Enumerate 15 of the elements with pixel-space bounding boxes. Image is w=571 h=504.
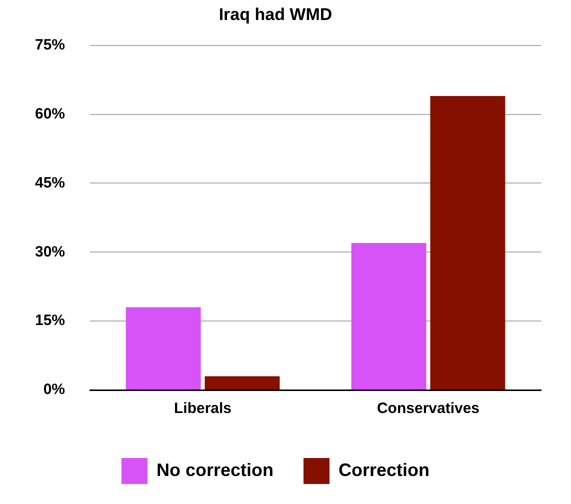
bar — [351, 242, 426, 390]
y-tick-label: 60% — [34, 105, 66, 122]
legend-label: Correction — [338, 460, 430, 480]
bar — [430, 96, 506, 390]
y-tick-label: 30% — [34, 243, 66, 260]
y-tick-label: 15% — [34, 312, 66, 330]
y-tick-label: 45% — [34, 174, 66, 192]
y-tick-label: 75% — [34, 36, 66, 54]
y-tick-label: 0% — [43, 381, 66, 398]
bar — [204, 376, 280, 390]
bar — [126, 307, 201, 390]
x-tick-label: Conservatives — [376, 400, 480, 418]
legend-label: No correction — [156, 460, 274, 480]
x-tick-label: Liberals — [174, 400, 232, 418]
chart-title: Iraq had WMD — [218, 4, 332, 24]
